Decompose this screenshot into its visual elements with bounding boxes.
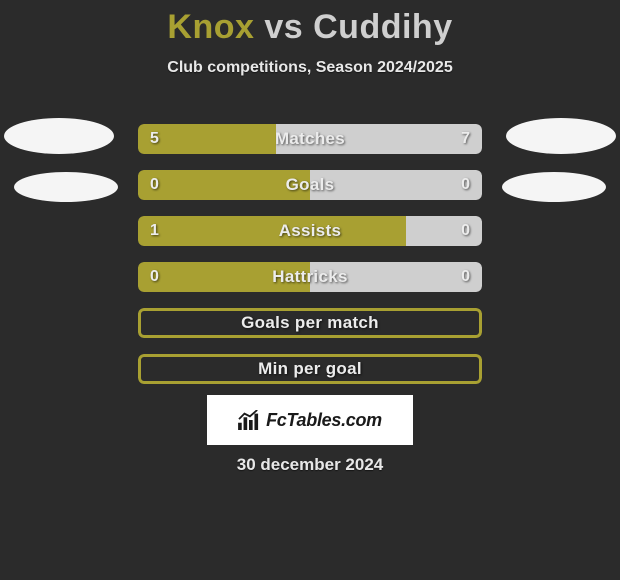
- stat-value-left: 0: [150, 268, 159, 286]
- player2-name: Cuddihy: [313, 8, 452, 46]
- vs-text: vs: [264, 8, 303, 46]
- avatar-left-body: [14, 172, 118, 202]
- avatar-right-head: [506, 118, 616, 154]
- stat-row: Min per goal: [138, 354, 482, 384]
- stat-row: Goals0 0: [138, 170, 482, 200]
- stat-label: Min per goal: [138, 359, 482, 379]
- stat-label: Goals: [138, 175, 482, 195]
- page-title: Knox vs Cuddihy: [0, 0, 620, 47]
- stat-value-left: 1: [150, 222, 159, 240]
- stat-label: Matches: [138, 129, 482, 149]
- stat-bars: Matches57Goals00Assists10Hattricks00Goal…: [138, 124, 482, 400]
- stat-value-right: 0: [461, 176, 470, 194]
- stat-row: Goals per match: [138, 308, 482, 338]
- stat-row: Matches5 7: [138, 124, 482, 154]
- stat-label: Hattricks: [138, 267, 482, 287]
- stat-value-right: 0: [461, 268, 470, 286]
- stat-value-left: 0: [150, 176, 159, 194]
- stat-value-left: 5: [150, 130, 159, 148]
- date-text: 30 december 2024: [0, 455, 620, 475]
- stat-value-right: 7: [461, 130, 470, 148]
- avatar-right-body: [502, 172, 606, 202]
- chart-icon: [238, 410, 260, 430]
- stat-label: Goals per match: [138, 313, 482, 333]
- stat-row: Assists1 0: [138, 216, 482, 246]
- player1-name: Knox: [167, 8, 254, 46]
- stat-row: Hattricks0 0: [138, 262, 482, 292]
- subtitle: Club competitions, Season 2024/2025: [0, 59, 620, 77]
- stat-value-right: 0: [461, 222, 470, 240]
- logo-text: FcTables.com: [266, 410, 382, 431]
- stat-label: Assists: [138, 221, 482, 241]
- avatar-left-head: [4, 118, 114, 154]
- logo-box: FcTables.com: [207, 395, 413, 445]
